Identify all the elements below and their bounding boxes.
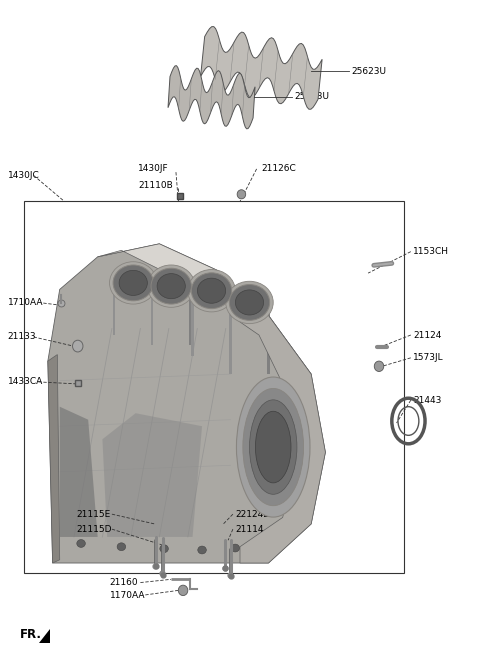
Text: 21160: 21160 [109,578,138,587]
Text: 1170AA: 1170AA [109,591,145,600]
Ellipse shape [237,190,246,199]
Text: FR.: FR. [19,628,41,641]
Text: 1430JF: 1430JF [138,164,168,173]
Text: 25623U: 25623U [351,66,386,76]
Ellipse shape [255,411,291,483]
Ellipse shape [117,543,126,551]
Polygon shape [229,302,232,374]
Ellipse shape [250,400,297,494]
Bar [24,202,404,573]
Ellipse shape [179,585,188,596]
Text: 1430JC: 1430JC [8,171,39,180]
Polygon shape [39,629,50,643]
Ellipse shape [226,281,273,324]
Text: 1433CA: 1433CA [8,377,43,386]
Ellipse shape [197,278,226,304]
Text: 22124B: 22124B [235,510,270,518]
Ellipse shape [237,377,310,517]
Polygon shape [97,244,311,374]
Polygon shape [102,413,202,537]
Ellipse shape [151,268,192,304]
Text: 1710AA: 1710AA [8,298,43,307]
Text: 21126C: 21126C [261,164,296,173]
Polygon shape [189,286,192,345]
Ellipse shape [113,265,154,301]
Polygon shape [201,27,322,109]
Ellipse shape [235,290,264,315]
Text: 21114: 21114 [235,525,264,533]
Ellipse shape [119,271,147,296]
Text: 21124: 21124 [413,330,442,340]
Text: 21115D: 21115D [76,525,112,533]
Polygon shape [267,302,270,374]
Ellipse shape [147,265,195,307]
Polygon shape [113,283,116,335]
Ellipse shape [229,284,270,321]
Ellipse shape [374,361,384,371]
Ellipse shape [188,269,235,312]
Polygon shape [230,299,325,563]
Text: 25623U: 25623U [295,92,330,101]
Ellipse shape [109,261,157,304]
Text: 21115E: 21115E [76,510,110,518]
Ellipse shape [192,273,232,309]
Ellipse shape [243,388,303,506]
Polygon shape [168,66,255,129]
Polygon shape [192,290,194,356]
Text: 1573JL: 1573JL [413,353,444,362]
Polygon shape [151,286,154,345]
Text: 21133: 21133 [8,332,36,342]
Polygon shape [229,290,232,356]
Polygon shape [60,407,97,537]
Ellipse shape [157,273,185,299]
Polygon shape [151,283,154,335]
Ellipse shape [77,539,85,547]
Text: 21110B: 21110B [138,181,173,190]
Text: 1153CH: 1153CH [413,247,449,256]
Ellipse shape [231,544,240,552]
Ellipse shape [160,545,168,553]
Ellipse shape [72,340,83,352]
Polygon shape [48,244,325,563]
Text: 21443: 21443 [413,396,442,405]
Ellipse shape [198,546,206,554]
Polygon shape [48,355,60,563]
